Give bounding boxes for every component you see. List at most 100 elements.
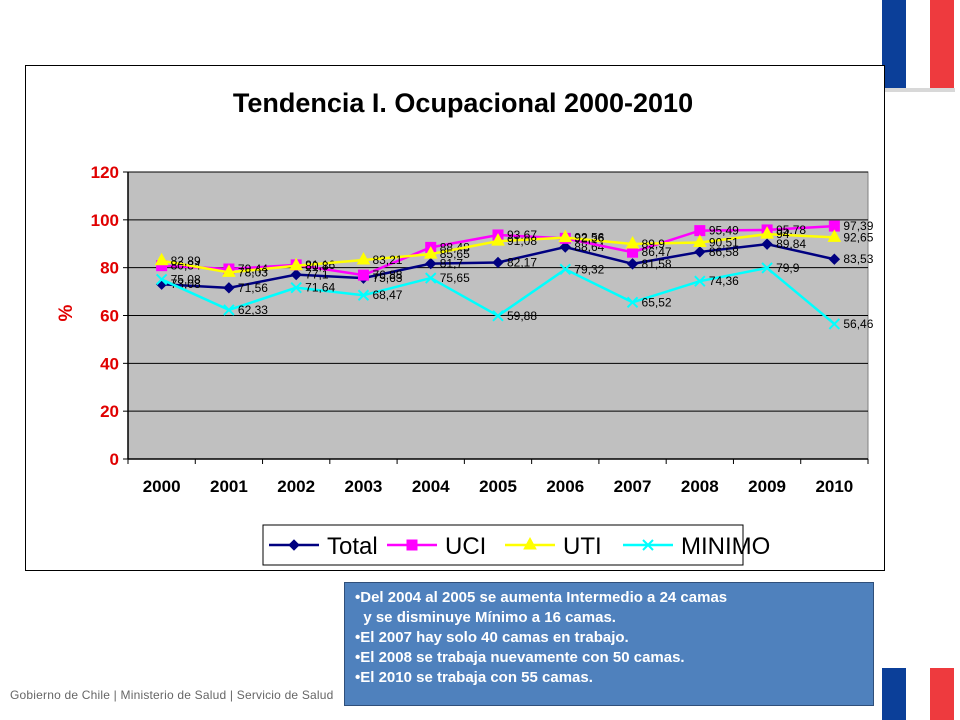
legend-item-total: Total <box>269 533 378 560</box>
data-point-stroke <box>155 273 168 286</box>
line-chart: 0 20 40 60 80 100 120 2000 2001 2002 2003 2004 2005 2… <box>56 88 874 566</box>
data-label: 59,88 <box>507 309 537 323</box>
x-tick-label: 2004 <box>412 477 450 496</box>
data-point <box>425 257 437 270</box>
data-point-stroke <box>290 281 302 294</box>
y-tick-label: 0 <box>110 450 119 469</box>
y-tick-label: 40 <box>100 354 119 373</box>
y-tick-label: 120 <box>91 163 119 182</box>
series-minimo: 75,08 62,33 71,64 68,47 75,65 59,88 79,32 65,52… <box>155 261 874 331</box>
data-label: 86,47 <box>642 245 672 259</box>
x-tick-label: 2008 <box>681 477 719 496</box>
x-tick-label: 2007 <box>614 477 652 496</box>
data-point-stroke <box>626 296 639 309</box>
series-uti: 82,89 78,03 80,8 83,21 85,65 91,08 92,56 89,9 90… <box>154 226 874 279</box>
data-point <box>155 273 168 286</box>
data-point <box>627 246 639 258</box>
data-point <box>694 246 706 258</box>
data-point-stroke <box>492 310 504 322</box>
data-label: 81,7 <box>440 257 464 271</box>
data-point <box>357 289 370 301</box>
data-label: 92,56 <box>574 231 604 245</box>
x-tick-label: 2000 <box>143 477 181 496</box>
data-label: 56,46 <box>843 317 873 331</box>
data-point <box>523 536 537 550</box>
y-tick-label: 100 <box>91 211 119 230</box>
data-point <box>642 539 654 551</box>
flag-logo-top <box>882 0 955 92</box>
data-label: 62,33 <box>238 303 268 317</box>
legend-label: MINIMO <box>681 533 770 560</box>
data-label: 82,89 <box>171 254 201 268</box>
data-label: 79,9 <box>776 261 800 275</box>
y-tick-label: 60 <box>100 307 119 326</box>
data-point <box>625 235 640 249</box>
data-label: 91,08 <box>507 234 537 248</box>
data-label: 77,1 <box>305 268 329 282</box>
data-point-stroke <box>223 304 235 316</box>
data-label: 83,21 <box>372 253 402 267</box>
data-point <box>694 275 706 287</box>
data-point <box>760 226 774 239</box>
y-tick-label: 80 <box>100 259 119 278</box>
data-point-stroke <box>761 262 773 274</box>
data-point <box>492 256 504 269</box>
data-point <box>828 253 841 265</box>
footer-text: Gobierno de Chile | Ministerio de Salud … <box>10 688 334 702</box>
y-tick-label: 20 <box>100 402 119 421</box>
legend-item-uci: UCI <box>387 533 486 560</box>
data-point <box>626 296 639 309</box>
data-label: 81,58 <box>642 257 672 271</box>
data-label: 78,03 <box>238 265 268 279</box>
data-point <box>761 262 773 274</box>
legend-label: Total <box>327 533 378 560</box>
note-line: y se disminuye Mínimo a 16 camas. <box>355 609 616 626</box>
data-point <box>154 252 169 266</box>
data-label: 89,84 <box>776 237 806 251</box>
legend-item-minimo: MINIMO <box>623 533 770 560</box>
data-label: 92,65 <box>843 230 873 244</box>
data-point <box>423 246 438 259</box>
x-tick-label: 2010 <box>815 477 853 496</box>
data-label: 75,65 <box>440 271 470 285</box>
legend-label: UCI <box>445 533 486 560</box>
data-label: 79,32 <box>574 262 604 276</box>
data-label: 95,49 <box>709 224 739 238</box>
data-point <box>290 281 302 294</box>
data-point <box>222 264 236 277</box>
data-point-stroke <box>425 272 437 284</box>
chart-container: 0 20 40 60 80 100 120 2000 2001 2002 2003 2004 2005 2… <box>25 65 885 571</box>
data-label: 95,78 <box>776 223 806 237</box>
note-line: •El 2007 hay solo 40 camas en trabajo. <box>355 629 629 646</box>
data-point <box>223 304 235 316</box>
data-label: 71,56 <box>238 281 268 295</box>
data-point <box>492 310 504 322</box>
data-label: 68,47 <box>372 288 402 302</box>
data-point <box>357 269 369 281</box>
data-label: 90,51 <box>709 236 739 250</box>
data-label: 76,88 <box>372 268 402 282</box>
data-point <box>223 282 235 294</box>
x-tick-label: 2002 <box>277 477 315 496</box>
x-tick-label: 2009 <box>748 477 786 496</box>
data-point-stroke <box>559 263 571 276</box>
data-label: 85,65 <box>440 247 470 261</box>
y-axis-label: % <box>56 304 77 321</box>
notes-box: •Del 2004 al 2005 se aumenta Intermedio … <box>344 582 874 706</box>
legend: Total UCI UTI MINIMO <box>262 524 770 566</box>
data-label: 74,36 <box>709 274 739 288</box>
data-point <box>828 318 841 330</box>
x-tick-label: 2003 <box>345 477 383 496</box>
data-point <box>626 258 639 270</box>
data-point <box>692 234 707 248</box>
data-label: 82,17 <box>507 255 537 269</box>
data-point <box>290 268 302 281</box>
data-point <box>356 251 371 265</box>
data-label: 83,53 <box>843 252 873 266</box>
data-point <box>288 539 300 551</box>
data-point-stroke <box>828 318 841 330</box>
note-line: •Del 2004 al 2005 se aumenta Intermedio … <box>355 589 728 606</box>
legend-item-uti: UTI <box>505 533 602 560</box>
data-point <box>425 272 437 284</box>
data-point <box>558 229 573 243</box>
